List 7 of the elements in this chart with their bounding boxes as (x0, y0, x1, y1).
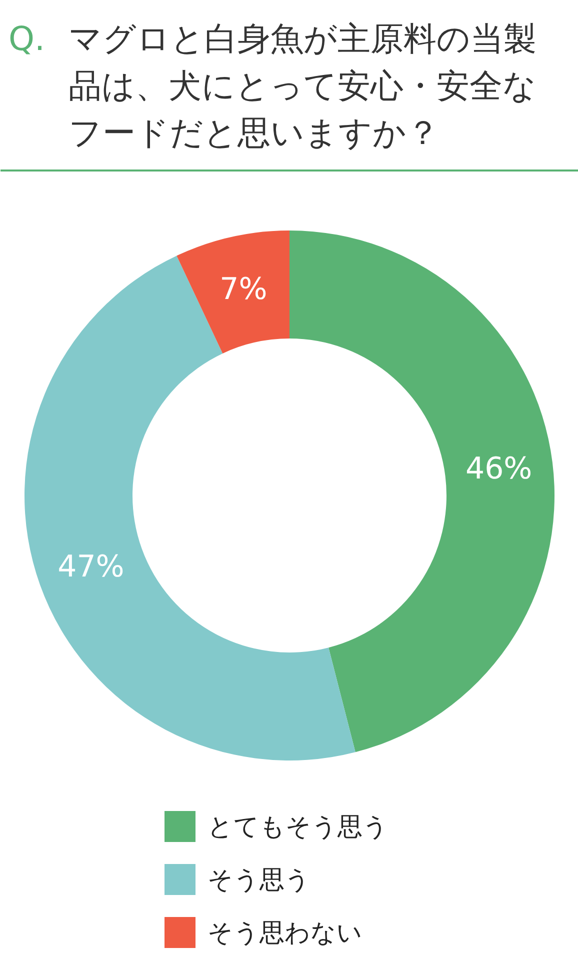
data-label: 7% (220, 272, 268, 308)
legend-label: そう思う (208, 865, 310, 894)
legend-label: とてもそう思う (208, 812, 388, 841)
legend-label: そう思わない (208, 918, 362, 947)
data-label: 46% (465, 452, 532, 487)
data-label: 47% (58, 549, 124, 584)
chart-title: Q. マグロと白身魚が主原料の当製品は、犬にとって安心・安全なフードだと思いますか？ (8, 19, 536, 152)
